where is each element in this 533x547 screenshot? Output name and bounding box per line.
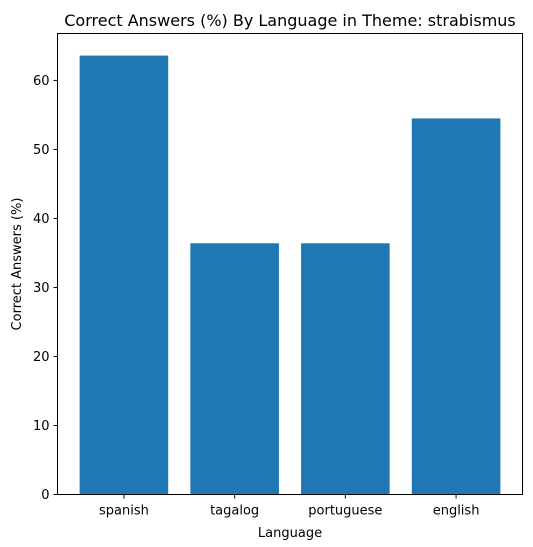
plot-frame — [57, 33, 523, 495]
y-tick-label: 0 — [41, 488, 49, 503]
bar-portuguese — [301, 243, 390, 495]
x-axis-ticks: spanish tagalog portuguese english — [99, 494, 480, 519]
y-tick-label: 10 — [33, 419, 50, 434]
bar-tagalog — [190, 243, 279, 495]
y-tick-label: 50 — [33, 143, 50, 158]
y-axis-ticks: 0 10 20 30 40 50 60 — [33, 74, 58, 503]
y-tick-label: 30 — [33, 281, 50, 296]
y-tick-label: 60 — [33, 74, 50, 89]
x-axis-title: Language — [258, 526, 322, 541]
bar-spanish — [79, 55, 169, 495]
bar-english — [411, 118, 501, 495]
chart-title: Correct Answers (%) By Language in Theme… — [64, 11, 516, 30]
x-tick-label: english — [433, 504, 480, 519]
x-tick-label: spanish — [99, 504, 149, 519]
x-tick-label: portuguese — [308, 504, 382, 519]
y-axis-title: Correct Answers (%) — [10, 198, 25, 331]
x-tick-label: tagalog — [210, 504, 259, 519]
y-tick-label: 40 — [33, 212, 50, 227]
y-tick-label: 20 — [33, 350, 50, 365]
bars-group — [79, 55, 501, 495]
